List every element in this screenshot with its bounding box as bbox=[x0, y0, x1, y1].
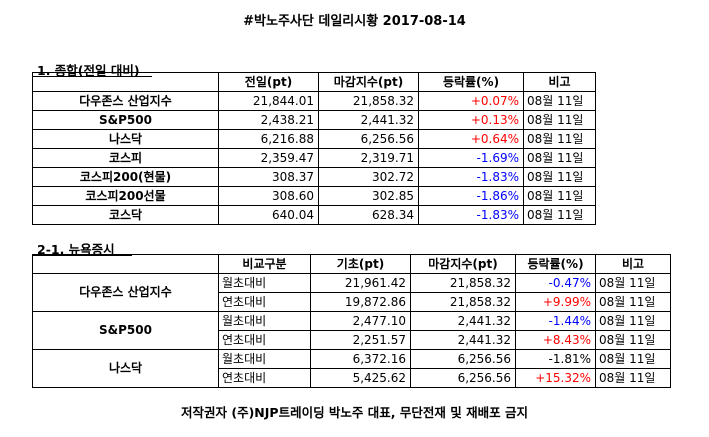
table-row: 코스닥 640.04 628.34 -1.83% 08월 11일 bbox=[32, 205, 596, 225]
change-value: -0.47% bbox=[515, 273, 596, 293]
close-value: 302.72 bbox=[318, 167, 419, 187]
note-value: 08월 11일 bbox=[595, 349, 671, 369]
prev-value: 308.37 bbox=[218, 167, 319, 187]
close-value: 6,256.56 bbox=[410, 349, 516, 369]
close-value: 6,256.56 bbox=[318, 129, 419, 149]
close-value: 21,858.32 bbox=[318, 91, 419, 111]
note-value: 08월 11일 bbox=[595, 311, 671, 331]
close-value: 302.85 bbox=[318, 186, 419, 206]
note-value: 08월 11일 bbox=[523, 129, 596, 149]
nyse-table: 비교구분 기초(pt) 마감지수(pt) 등락률(%) 비고 다우존스 산업지수… bbox=[32, 254, 671, 388]
close-value: 2,319.71 bbox=[318, 148, 419, 168]
index-name: 나스닥 bbox=[32, 349, 219, 388]
base-value: 2,251.57 bbox=[310, 330, 411, 350]
note-value: 08월 11일 bbox=[595, 330, 671, 350]
nyse-header-base: 기초(pt) bbox=[310, 254, 411, 274]
prev-value: 2,438.21 bbox=[218, 110, 319, 130]
table-row: 다우존스 산업지수 월초대비 21,961.42 21,858.32 -0.47% 08월… bbox=[32, 273, 671, 312]
index-name: S&P500 bbox=[32, 311, 219, 350]
change-value: +15.32% bbox=[515, 368, 596, 388]
nyse-header-name bbox=[32, 254, 219, 274]
change-value: -1.83% bbox=[418, 205, 524, 225]
table-row: 연초대비 19,872.86 21,858.32 +9.99% 08월 11일 bbox=[33, 292, 671, 312]
note-value: 08월 11일 bbox=[595, 273, 671, 293]
comparison-type: 월초대비 bbox=[218, 273, 311, 293]
index-name: 코스피200(현물) bbox=[32, 167, 219, 187]
index-name: 코스닥 bbox=[32, 205, 219, 225]
summary-header-change: 등락률(%) bbox=[418, 72, 524, 92]
prev-value: 2,359.47 bbox=[218, 148, 319, 168]
note-value: 08월 11일 bbox=[523, 205, 596, 225]
change-value: -1.44% bbox=[515, 311, 596, 331]
nyse-header-note: 비고 bbox=[595, 254, 671, 274]
close-value: 2,441.32 bbox=[410, 330, 516, 350]
summary-header-row: 전일(pt) 마감지수(pt) 등락률(%) 비고 bbox=[32, 72, 596, 92]
table-row: 코스피200(현물) 308.37 302.72 -1.83% 08월 11일 bbox=[32, 167, 596, 187]
change-value: -1.81% bbox=[515, 349, 596, 369]
table-row: 나스닥 6,216.88 6,256.56 +0.64% 08월 11일 bbox=[32, 129, 596, 149]
base-value: 2,477.10 bbox=[310, 311, 411, 331]
prev-value: 21,844.01 bbox=[218, 91, 319, 111]
base-value: 19,872.86 bbox=[310, 292, 411, 312]
summary-header-note: 비고 bbox=[523, 72, 596, 92]
comparison-type: 연초대비 bbox=[218, 368, 311, 388]
note-value: 08월 11일 bbox=[523, 91, 596, 111]
prev-value: 308.60 bbox=[218, 186, 319, 206]
table-row: 나스닥 월초대비 6,372.16 6,256.56 -1.81% 08월 11일 bbox=[32, 349, 671, 388]
change-value: +0.07% bbox=[418, 91, 524, 111]
summary-header-name bbox=[32, 72, 219, 92]
table-row: S&P500 2,438.21 2,441.32 +0.13% 08월 11일 bbox=[32, 110, 596, 130]
prev-value: 6,216.88 bbox=[218, 129, 319, 149]
change-value: -1.83% bbox=[418, 167, 524, 187]
index-name: S&P500 bbox=[32, 110, 219, 130]
summary-header-close: 마감지수(pt) bbox=[318, 72, 419, 92]
index-name: 다우존스 산업지수 bbox=[32, 273, 219, 312]
table-row: S&P500 월초대비 2,477.10 2,441.32 -1.44% 08월 11일 bbox=[32, 311, 671, 350]
index-name: 나스닥 bbox=[32, 129, 219, 149]
copyright-footer: 저작권자 (주)NJP트레이딩 박노주 대표, 무단전재 및 재배포 금지 bbox=[181, 405, 528, 420]
note-value: 08월 11일 bbox=[523, 148, 596, 168]
section2-heading: 2-1. 뉴욕증시 bbox=[37, 242, 115, 257]
index-name: 코스피 bbox=[32, 148, 219, 168]
close-value: 21,858.32 bbox=[410, 273, 516, 293]
comparison-type: 연초대비 bbox=[218, 330, 311, 350]
base-value: 21,961.42 bbox=[310, 273, 411, 293]
change-value: +0.13% bbox=[418, 110, 524, 130]
note-value: 08월 11일 bbox=[523, 167, 596, 187]
nyse-header-row: 비교구분 기초(pt) 마감지수(pt) 등락률(%) 비고 bbox=[32, 254, 671, 274]
change-value: +8.43% bbox=[515, 330, 596, 350]
comparison-type: 월초대비 bbox=[218, 311, 311, 331]
comparison-type: 연초대비 bbox=[218, 292, 311, 312]
prev-value: 640.04 bbox=[218, 205, 319, 225]
table-row: 코스피 2,359.47 2,319.71 -1.69% 08월 11일 bbox=[32, 148, 596, 168]
table-row: 연초대비 5,425.62 6,256.56 +15.32% 08월 11일 bbox=[33, 368, 671, 388]
note-value: 08월 11일 bbox=[595, 368, 671, 388]
index-name: 다우존스 산업지수 bbox=[32, 91, 219, 111]
summary-header-prev: 전일(pt) bbox=[218, 72, 319, 92]
note-value: 08월 11일 bbox=[523, 110, 596, 130]
table-row: 다우존스 산업지수 21,844.01 21,858.32 +0.07% 08월 11일 bbox=[32, 91, 596, 111]
note-value: 08월 11일 bbox=[595, 292, 671, 312]
close-value: 6,256.56 bbox=[410, 368, 516, 388]
note-value: 08월 11일 bbox=[523, 186, 596, 206]
close-value: 2,441.32 bbox=[318, 110, 419, 130]
table-row: 코스피200선물 308.60 302.85 -1.86% 08월 11일 bbox=[32, 186, 596, 206]
comparison-type: 월초대비 bbox=[218, 349, 311, 369]
close-value: 628.34 bbox=[318, 205, 419, 225]
nyse-header-type: 비교구분 bbox=[218, 254, 311, 274]
base-value: 6,372.16 bbox=[310, 349, 411, 369]
base-value: 5,425.62 bbox=[310, 368, 411, 388]
page-title: #박노주사단 데일리시황 2017-08-14 bbox=[243, 14, 466, 29]
change-value: -1.86% bbox=[418, 186, 524, 206]
close-value: 21,858.32 bbox=[410, 292, 516, 312]
nyse-header-change: 등락률(%) bbox=[515, 254, 596, 274]
index-name: 코스피200선물 bbox=[32, 186, 219, 206]
summary-table: 전일(pt) 마감지수(pt) 등락률(%) 비고 다우존스 산업지수 21,84… bbox=[32, 72, 596, 225]
change-value: -1.69% bbox=[418, 148, 524, 168]
change-value: +9.99% bbox=[515, 292, 596, 312]
close-value: 2,441.32 bbox=[410, 311, 516, 331]
change-value: +0.64% bbox=[418, 129, 524, 149]
nyse-header-close: 마감지수(pt) bbox=[410, 254, 516, 274]
